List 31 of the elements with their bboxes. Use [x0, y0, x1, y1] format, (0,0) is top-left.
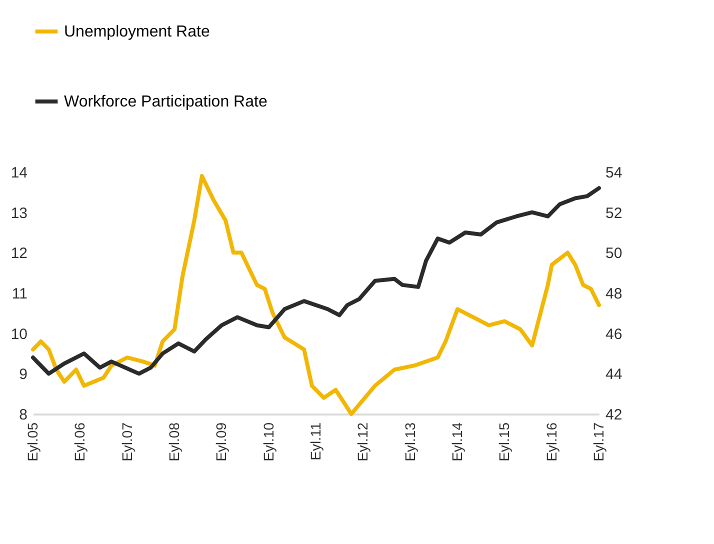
x-tick-label: Eyl.17: [590, 422, 606, 462]
x-tick-label: Eyl.06: [72, 422, 88, 462]
y2-tick-label: 48: [606, 286, 622, 302]
x-tick-label: Eyl.07: [118, 422, 135, 462]
legend-label: Workforce Participation Rate: [64, 94, 268, 110]
y2-tick-label: 46: [606, 326, 622, 343]
y2-tick-label: 44: [606, 366, 622, 384]
x-tick-label: Eyl.13: [402, 422, 418, 462]
y-tick-label: 11: [12, 286, 28, 302]
y-tick-label: 9: [19, 366, 28, 384]
y2-tick-label: 52: [606, 204, 622, 222]
y2-tick-label: 54: [606, 164, 622, 182]
x-tick-label: Eyl.08: [166, 422, 182, 462]
legend-label: Unemployment Rate: [64, 24, 210, 40]
x-tick-label: Eyl.09: [213, 422, 230, 462]
x-tick-label: Eyl.12: [354, 422, 371, 462]
y-tick-label: 8: [19, 406, 28, 424]
x-tick-label: Eyl.14: [448, 422, 465, 462]
x-tick-label: Eyl.16: [543, 422, 560, 462]
x-tick-label: Eyl.10: [260, 422, 276, 462]
y-tick-label: 13: [10, 204, 28, 222]
y2-tick-label: 42: [606, 406, 622, 424]
y-tick-label: 12: [10, 245, 28, 262]
y-tick-label: 14: [10, 164, 28, 182]
line-series: [31, 186, 601, 376]
y2-tick-label: 50: [606, 245, 622, 262]
x-tick-label: Eyl.15: [496, 422, 512, 462]
y-tick-label: 10: [10, 326, 28, 343]
x-tick-label: Eyl.05: [24, 422, 40, 462]
line-series: [31, 174, 601, 416]
x-tick-label: Eyl.11: [307, 422, 324, 460]
